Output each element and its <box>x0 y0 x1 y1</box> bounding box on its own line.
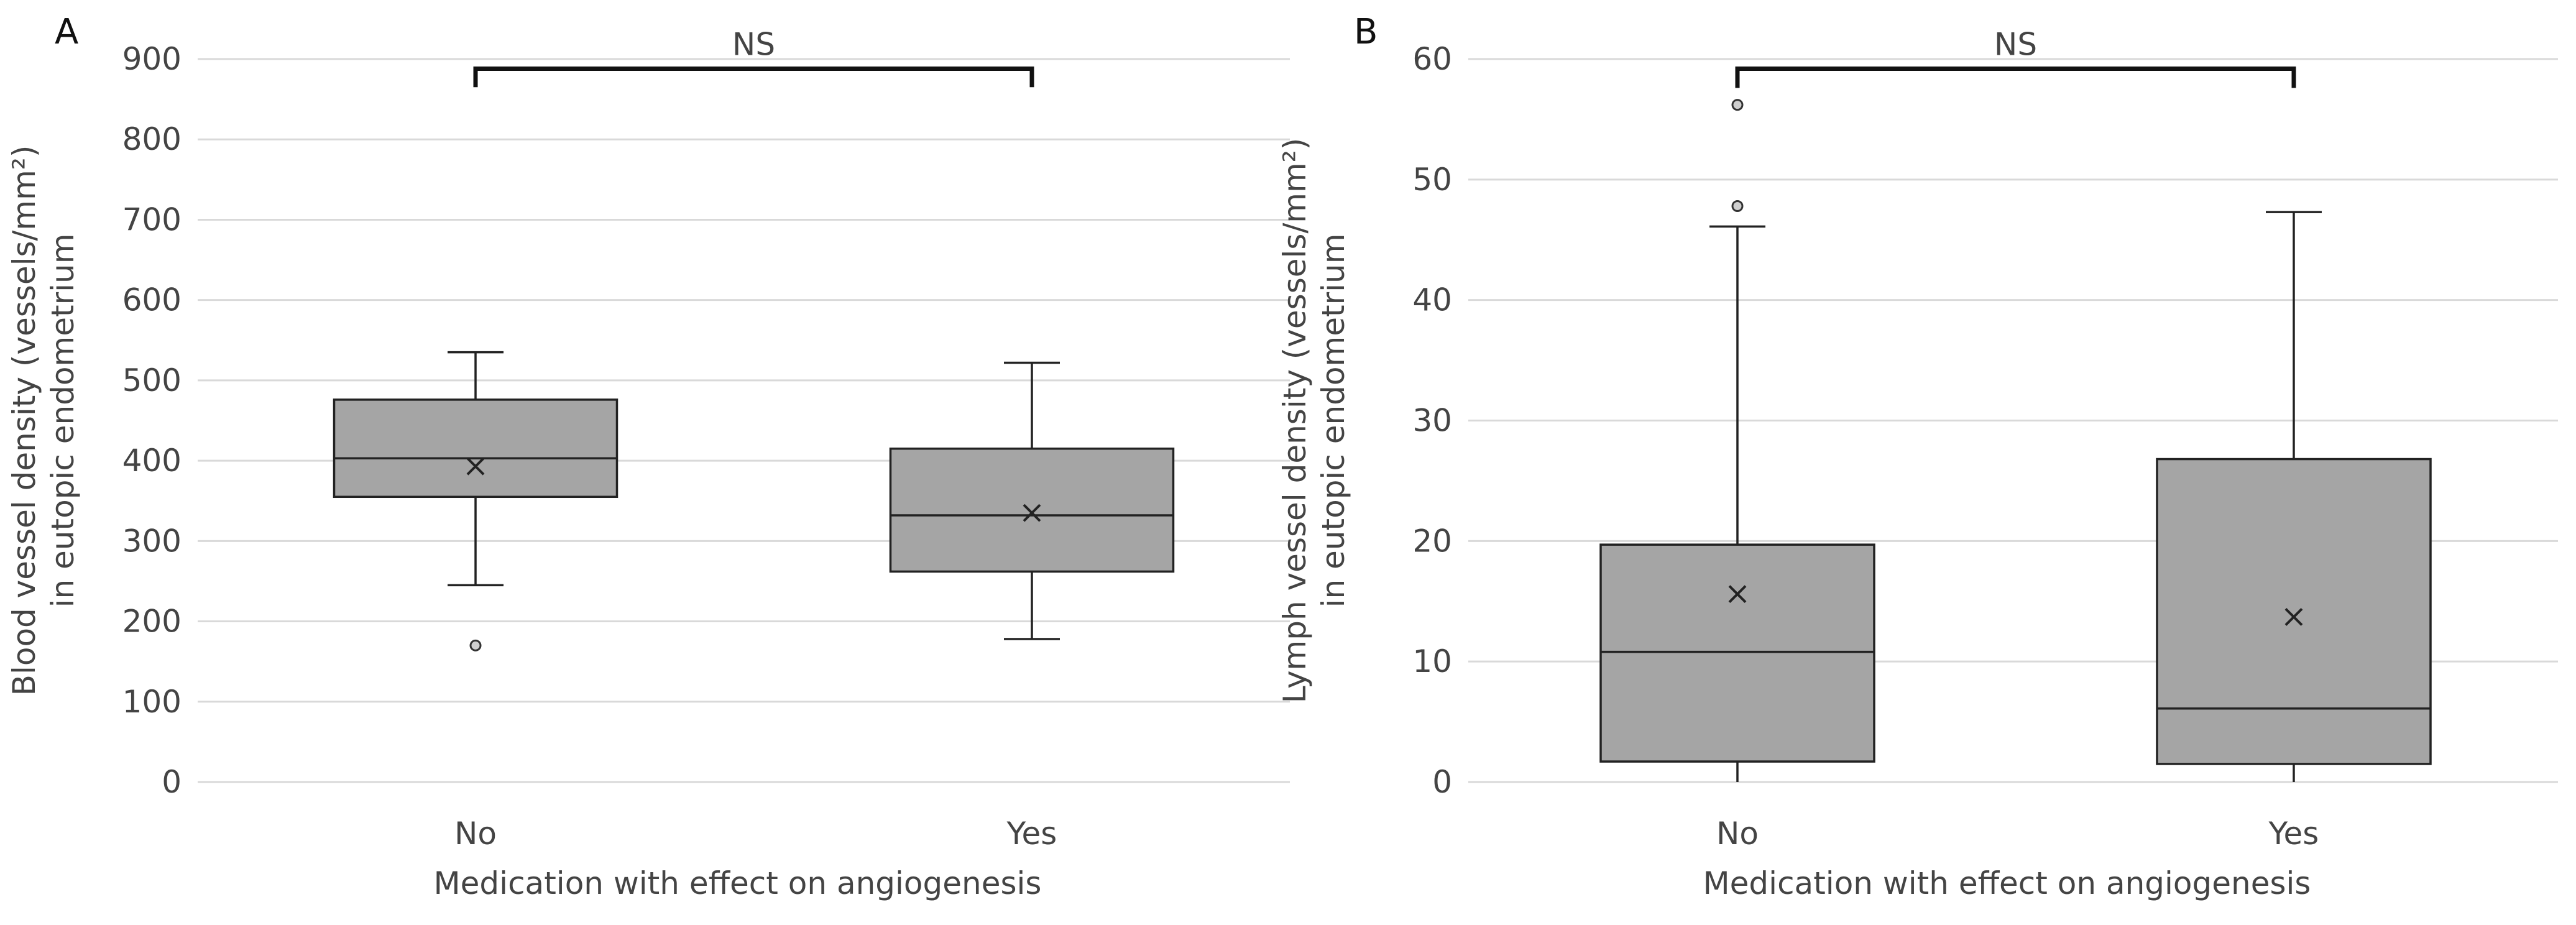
y-tick-label: 800 <box>122 121 182 157</box>
category-labels: No Yes <box>1716 816 2319 852</box>
y-axis-label-line1: Blood vessel density (vessels/mm²) <box>6 145 42 696</box>
x-axis-label: Medication with effect on angiogenesis <box>434 865 1042 901</box>
category-label-no: No <box>454 816 497 852</box>
y-tick-label: 0 <box>1432 764 1452 800</box>
panel-label: B <box>1354 12 1378 52</box>
y-axis-label-line2: in eutopic endometrium <box>1315 234 1351 608</box>
outlier-point <box>469 639 482 651</box>
boxes <box>1599 99 2432 782</box>
y-axis-label-line2: in eutopic endometrium <box>45 234 81 608</box>
y-tick-label: 200 <box>122 604 182 640</box>
y-tick-label: 700 <box>122 201 182 237</box>
panel-label: A <box>55 12 78 52</box>
significance-bracket: NS <box>1735 27 2296 88</box>
box-yes <box>889 361 1175 640</box>
box-no <box>333 351 619 651</box>
y-tick-label: 10 <box>1412 643 1452 679</box>
box-yes <box>2156 211 2432 782</box>
box-body <box>2156 458 2432 765</box>
y-tick-label: 50 <box>1412 162 1452 198</box>
y-tick-label: 30 <box>1412 403 1452 439</box>
bracket-line <box>473 67 1034 88</box>
category-label-no: No <box>1716 816 1759 852</box>
y-tick-label: 60 <box>1412 41 1452 77</box>
y-tick-label: 20 <box>1412 523 1452 559</box>
y-tick-label: 300 <box>122 523 182 559</box>
box-body <box>889 447 1175 573</box>
box-body <box>333 398 619 499</box>
y-tick-label: 600 <box>122 282 182 318</box>
y-tick-labels: 0 100 200 300 400 500 600 700 800 900 <box>122 41 182 800</box>
mean-marker <box>1728 585 1747 604</box>
mean-marker <box>1023 504 1041 522</box>
y-tick-label: 400 <box>122 443 182 479</box>
y-tick-label: 900 <box>122 41 182 77</box>
outlier-point <box>1731 99 1744 111</box>
significance-label: NS <box>1994 27 2037 63</box>
mean-marker <box>466 457 485 476</box>
y-axis-label-line1: Lymph vessel density (vessels/mm²) <box>1277 138 1313 704</box>
y-tick-label: 500 <box>122 362 182 398</box>
significance-label: NS <box>732 27 775 63</box>
panel-a: A 0 100 200 300 400 500 600 700 800 900 NS No Yes… <box>6 12 1290 901</box>
category-label-yes: Yes <box>1006 816 1057 852</box>
significance-bracket: NS <box>473 27 1034 88</box>
mean-marker <box>2284 608 2303 626</box>
x-axis-label: Medication with effect on angiogenesis <box>1703 865 2311 901</box>
outlier-point <box>1731 200 1744 212</box>
box-body <box>1599 543 1875 763</box>
y-tick-labels: 0 10 20 30 40 50 60 <box>1412 41 1452 800</box>
bracket-line <box>1735 67 2296 88</box>
box-no <box>1599 99 1875 782</box>
y-tick-label: 100 <box>122 684 182 720</box>
panel-b: B 0 10 20 30 40 50 60 NS No Yes Medication wit… <box>1277 12 2558 901</box>
y-tick-label: 40 <box>1412 282 1452 318</box>
category-label-yes: Yes <box>2268 816 2319 852</box>
gridlines <box>198 58 1290 703</box>
boxes <box>333 351 1175 651</box>
category-labels: No Yes <box>454 816 1057 852</box>
y-tick-label: 0 <box>162 764 182 800</box>
